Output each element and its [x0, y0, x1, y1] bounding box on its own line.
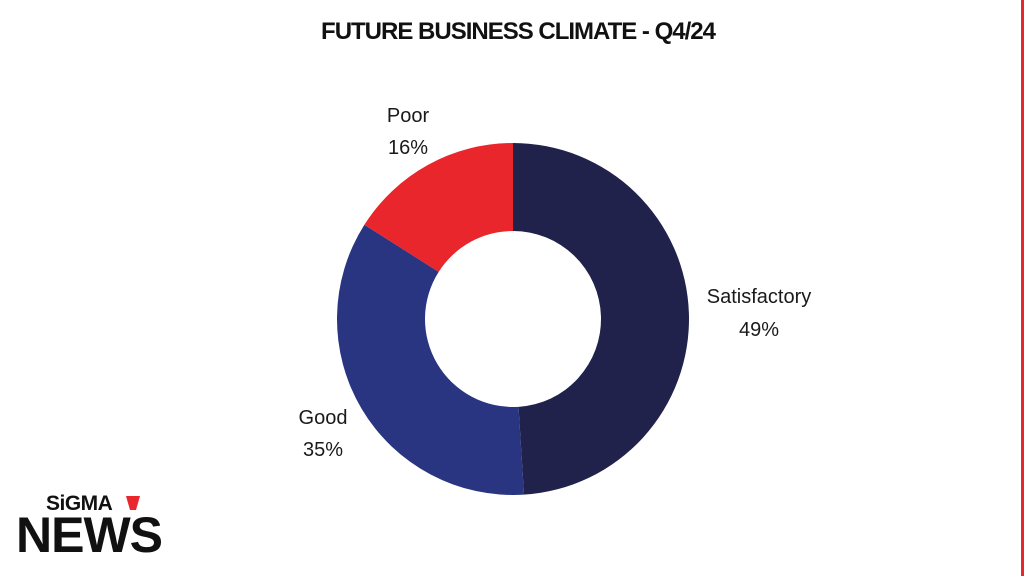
logo-flag-icon — [126, 496, 140, 510]
chart-title: FUTURE BUSINESS CLIMATE - Q4/24 — [321, 18, 716, 45]
slice-label-satisfactory: Satisfactory — [707, 286, 811, 308]
slice-label-good: Good — [299, 407, 348, 429]
slice-value-satisfactory: 49% — [739, 319, 779, 341]
logo-news-text: NEWS — [16, 507, 163, 563]
slice-value-poor: 16% — [388, 137, 428, 159]
accent-bar — [1021, 0, 1024, 576]
slice-satisfactory — [513, 143, 690, 495]
slice-label-poor: Poor — [387, 105, 430, 127]
slice-value-good: 35% — [303, 439, 343, 461]
sigma-news-logo: SiGMA NEWS — [16, 492, 186, 568]
slice-labels: Satisfactory 49% Good 35% Poor 16% — [299, 105, 812, 461]
donut-slices — [337, 143, 690, 496]
logo-sigma-text: SiGMA — [46, 492, 113, 515]
slice-poor — [364, 143, 513, 272]
slice-good — [337, 224, 525, 496]
